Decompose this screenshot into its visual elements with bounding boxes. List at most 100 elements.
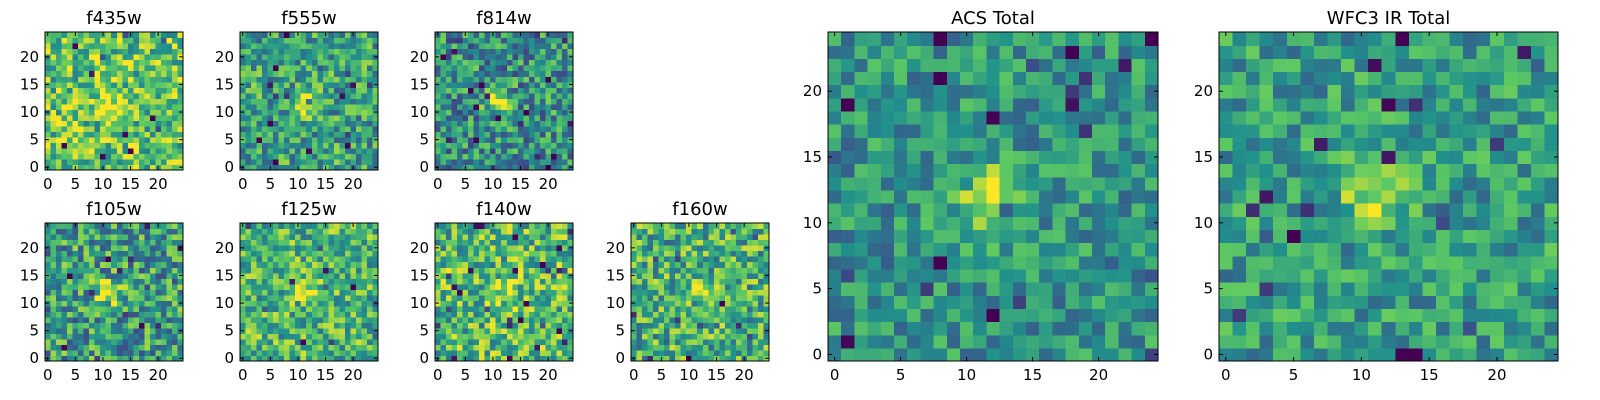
heatmap-cell [355, 92, 363, 99]
heatmap-cell [484, 142, 491, 149]
heatmap-cell [828, 189, 842, 204]
heatmap-cell [127, 158, 134, 166]
heatmap-cell [311, 250, 318, 257]
heatmap-cell [1092, 189, 1106, 204]
heatmap-cell [306, 239, 313, 246]
heatmap-cell [680, 272, 687, 279]
heatmap-cell [361, 37, 368, 44]
heatmap-cell [567, 261, 574, 268]
heatmap-cell [462, 272, 469, 279]
heatmap-cell [468, 81, 475, 88]
heatmap-cell [702, 234, 709, 241]
heatmap-cell [484, 32, 491, 39]
heatmap-cell [295, 267, 302, 274]
heatmap-cell [366, 142, 374, 149]
heatmap-cell [116, 234, 123, 241]
heatmap-cell [517, 278, 524, 285]
heatmap-cell [273, 120, 280, 127]
heatmap-cell [116, 70, 123, 77]
heatmap-cell [344, 305, 351, 312]
heatmap-cell [267, 65, 274, 72]
heatmap-cell [133, 349, 140, 357]
heatmap-cell [556, 228, 563, 235]
heatmap-cell [528, 32, 535, 39]
heatmap-cell [642, 283, 649, 290]
heatmap-cell [484, 43, 491, 50]
heatmap-cell [166, 158, 173, 166]
heatmap-cell [273, 305, 280, 312]
heatmap-cell [355, 59, 363, 66]
heatmap-cell [155, 234, 162, 241]
heatmap-cell [273, 311, 280, 318]
heatmap-cell [517, 333, 524, 340]
heatmap-cell [61, 294, 68, 301]
heatmap-cell [757, 228, 765, 235]
heatmap-cell [311, 349, 318, 357]
heatmap-cell [1012, 216, 1027, 230]
heatmap-cell [763, 234, 770, 241]
heatmap-cell [350, 278, 357, 285]
heatmap-cell [105, 283, 112, 290]
heatmap-cell [636, 250, 643, 257]
heatmap-cell [631, 234, 638, 241]
heatmap-cell [528, 147, 535, 155]
heatmap-cell [1131, 321, 1146, 336]
heatmap-cell [149, 37, 156, 44]
heatmap-cell [273, 59, 280, 66]
heatmap-cell [160, 59, 168, 66]
heatmap-cell [240, 98, 247, 105]
heatmap-cell [300, 234, 307, 241]
heatmap-cell [72, 333, 79, 340]
heatmap-cell [89, 142, 96, 149]
heatmap-cell [828, 334, 842, 349]
heatmap-cell [300, 98, 307, 105]
heatmap-cell [539, 289, 546, 296]
heatmap-cell [149, 153, 156, 160]
heatmap-cell [284, 147, 291, 155]
heatmap-cell [61, 125, 68, 132]
heatmap-cell [479, 59, 486, 66]
heatmap-cell [440, 278, 447, 285]
heatmap-cell [273, 114, 280, 121]
heatmap-cell [50, 103, 57, 110]
heatmap-cell [523, 164, 530, 171]
heatmap-cell [517, 338, 524, 346]
heatmap-cell [372, 120, 379, 127]
heatmap-cell [317, 278, 324, 285]
heatmap-cell [262, 272, 269, 279]
heatmap-cell [1092, 268, 1106, 283]
heatmap-cell [83, 316, 90, 323]
heatmap-cell [322, 272, 329, 279]
heatmap-cell [567, 153, 574, 160]
heatmap-cell [67, 70, 74, 77]
heatmap-cell [366, 327, 374, 334]
heatmap-cell [355, 109, 363, 116]
heatmap-cell [506, 294, 513, 301]
heatmap-cell [746, 256, 754, 263]
heatmap-cell [730, 349, 737, 357]
heatmap-cell [78, 153, 85, 160]
heatmap-cell [262, 322, 269, 329]
heatmap-cell [111, 327, 118, 334]
heatmap-cell [894, 242, 908, 257]
heatmap-cell [300, 261, 307, 268]
heatmap-cell [702, 344, 709, 351]
heatmap-cell [116, 98, 123, 105]
heatmap-cell [355, 327, 363, 334]
heatmap-cell [446, 267, 453, 274]
heatmap-cell [631, 278, 638, 285]
heatmap-cell [730, 234, 737, 241]
heatmap-cell [653, 272, 660, 279]
heatmap-cell [295, 250, 302, 257]
heatmap-cell [506, 114, 513, 121]
heatmap-cell [446, 147, 453, 155]
heatmap-cell [350, 239, 357, 246]
heatmap-cell [166, 349, 173, 357]
heatmap-cell [83, 54, 90, 61]
heatmap-cell [490, 267, 497, 274]
heatmap-cell [127, 76, 134, 83]
heatmap-cell [83, 322, 90, 329]
heatmap-cell [138, 234, 145, 241]
heatmap-cell [355, 250, 363, 257]
